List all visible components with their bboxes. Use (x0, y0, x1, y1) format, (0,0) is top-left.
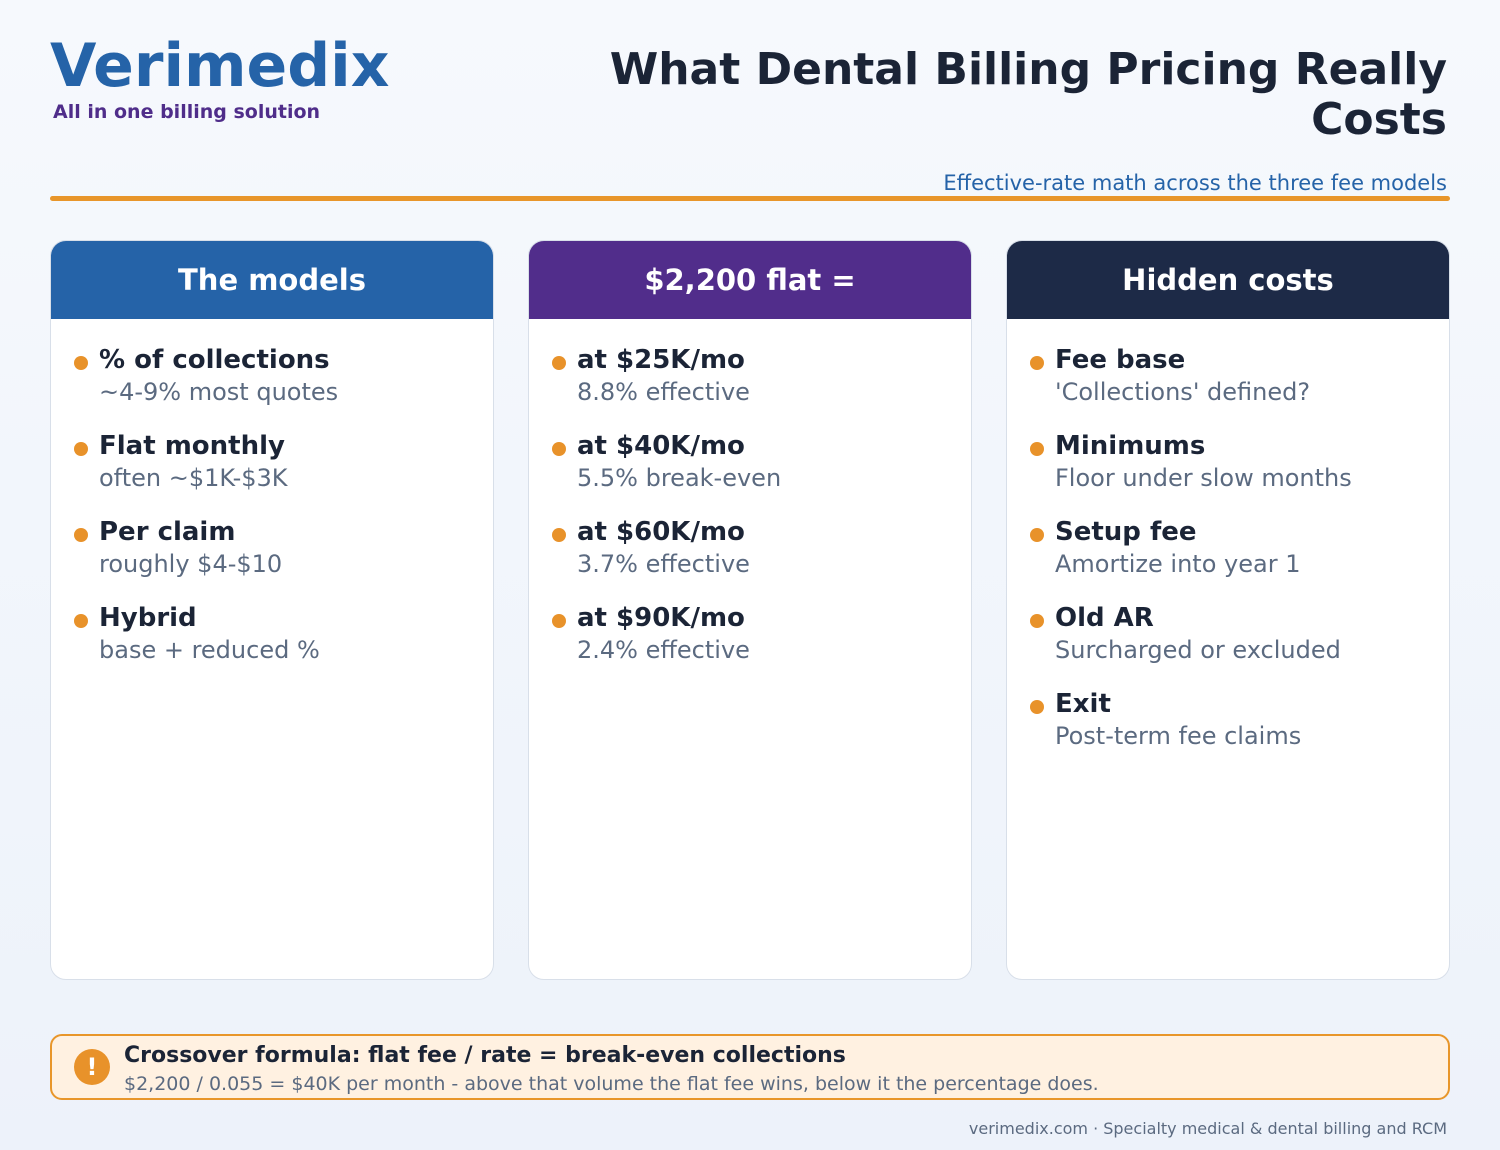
brand-block: Verimedix All in one billing solution (50, 30, 389, 122)
column-models: The models % of collections ~4-9% most q… (50, 240, 494, 980)
brand-tagline: All in one billing solution (53, 101, 321, 123)
bullet-icon (552, 528, 566, 542)
item-subtitle: Floor under slow months (1055, 464, 1352, 492)
list-item: at $40K/mo 5.5% break-even (529, 430, 971, 516)
item-subtitle: 3.7% effective (577, 550, 750, 578)
item-title: Fee base (1055, 345, 1186, 375)
column-body: % of collections ~4-9% most quotes Flat … (51, 319, 493, 688)
item-subtitle: 8.8% effective (577, 378, 750, 406)
item-subtitle: Surcharged or excluded (1055, 636, 1341, 664)
item-subtitle: Post-term fee claims (1055, 722, 1302, 750)
item-title: at $60K/mo (577, 517, 745, 547)
list-item: Old AR Surcharged or excluded (1007, 602, 1449, 688)
page-title: What Dental Billing Pricing Really Costs (609, 44, 1447, 145)
item-subtitle: ~4-9% most quotes (99, 378, 339, 406)
list-item: at $90K/mo 2.4% effective (529, 602, 971, 688)
list-item: Per claim roughly $4-$10 (51, 516, 493, 602)
item-title: Setup fee (1055, 517, 1197, 547)
callout-title: Crossover formula: flat fee / rate = bre… (124, 1043, 846, 1068)
callout-text: $2,200 / 0.055 = $40K per month - above … (124, 1073, 1099, 1095)
crossover-callout: ! Crossover formula: flat fee / rate = b… (50, 1034, 1450, 1100)
bullet-icon (1030, 700, 1044, 714)
column-header: Hidden costs (1007, 241, 1449, 319)
list-item: Minimums Floor under slow months (1007, 430, 1449, 516)
item-subtitle: base + reduced % (99, 636, 320, 664)
bullet-icon (552, 442, 566, 456)
item-title: Flat monthly (99, 431, 285, 461)
item-subtitle: often ~$1K-$3K (99, 464, 288, 492)
item-title: Exit (1055, 689, 1111, 719)
list-item: at $25K/mo 8.8% effective (529, 344, 971, 430)
bullet-icon (1030, 614, 1044, 628)
list-item: Hybrid base + reduced % (51, 602, 493, 688)
column-hidden-costs: Hidden costs Fee base 'Collections' defi… (1006, 240, 1450, 980)
bullet-icon (74, 528, 88, 542)
list-item: Fee base 'Collections' defined? (1007, 344, 1449, 430)
list-item: % of collections ~4-9% most quotes (51, 344, 493, 430)
bullet-icon (74, 442, 88, 456)
item-title: Hybrid (99, 603, 197, 633)
item-subtitle: roughly $4-$10 (99, 550, 283, 578)
item-title: at $40K/mo (577, 431, 745, 461)
item-title: Per claim (99, 517, 236, 547)
bullet-icon (552, 356, 566, 370)
item-subtitle: 'Collections' defined? (1055, 378, 1311, 406)
list-item: Setup fee Amortize into year 1 (1007, 516, 1449, 602)
column-header: $2,200 flat = (529, 241, 971, 319)
column-heading: $2,200 flat = (644, 263, 856, 297)
item-subtitle: Amortize into year 1 (1055, 550, 1301, 578)
list-item: at $60K/mo 3.7% effective (529, 516, 971, 602)
column-heading: The models (178, 263, 366, 297)
item-title: Old AR (1055, 603, 1154, 633)
bullet-icon (1030, 442, 1044, 456)
item-title: at $25K/mo (577, 345, 745, 375)
exclamation-icon: ! (74, 1049, 110, 1085)
header-divider (50, 196, 1450, 201)
bullet-icon (74, 614, 88, 628)
list-item: Flat monthly often ~$1K-$3K (51, 430, 493, 516)
list-item: Exit Post-term fee claims (1007, 688, 1449, 774)
item-title: Minimums (1055, 431, 1206, 461)
item-subtitle: 2.4% effective (577, 636, 750, 664)
column-header: The models (51, 241, 493, 319)
column-heading: Hidden costs (1122, 263, 1334, 297)
column-body: at $25K/mo 8.8% effective at $40K/mo 5.5… (529, 319, 971, 688)
bullet-icon (1030, 356, 1044, 370)
footer-text: verimedix.com · Specialty medical & dent… (968, 1119, 1447, 1138)
item-title: % of collections (99, 345, 330, 375)
item-subtitle: 5.5% break-even (577, 464, 782, 492)
bullet-icon (74, 356, 88, 370)
page-subtitle: Effective-rate math across the three fee… (943, 171, 1447, 195)
column-body: Fee base 'Collections' defined? Minimums… (1007, 319, 1449, 774)
bullet-icon (1030, 528, 1044, 542)
brand-logo-text: Verimedix (50, 31, 390, 101)
item-title: at $90K/mo (577, 603, 745, 633)
column-flat-fee: $2,200 flat = at $25K/mo 8.8% effective … (528, 240, 972, 980)
bullet-icon (552, 614, 566, 628)
